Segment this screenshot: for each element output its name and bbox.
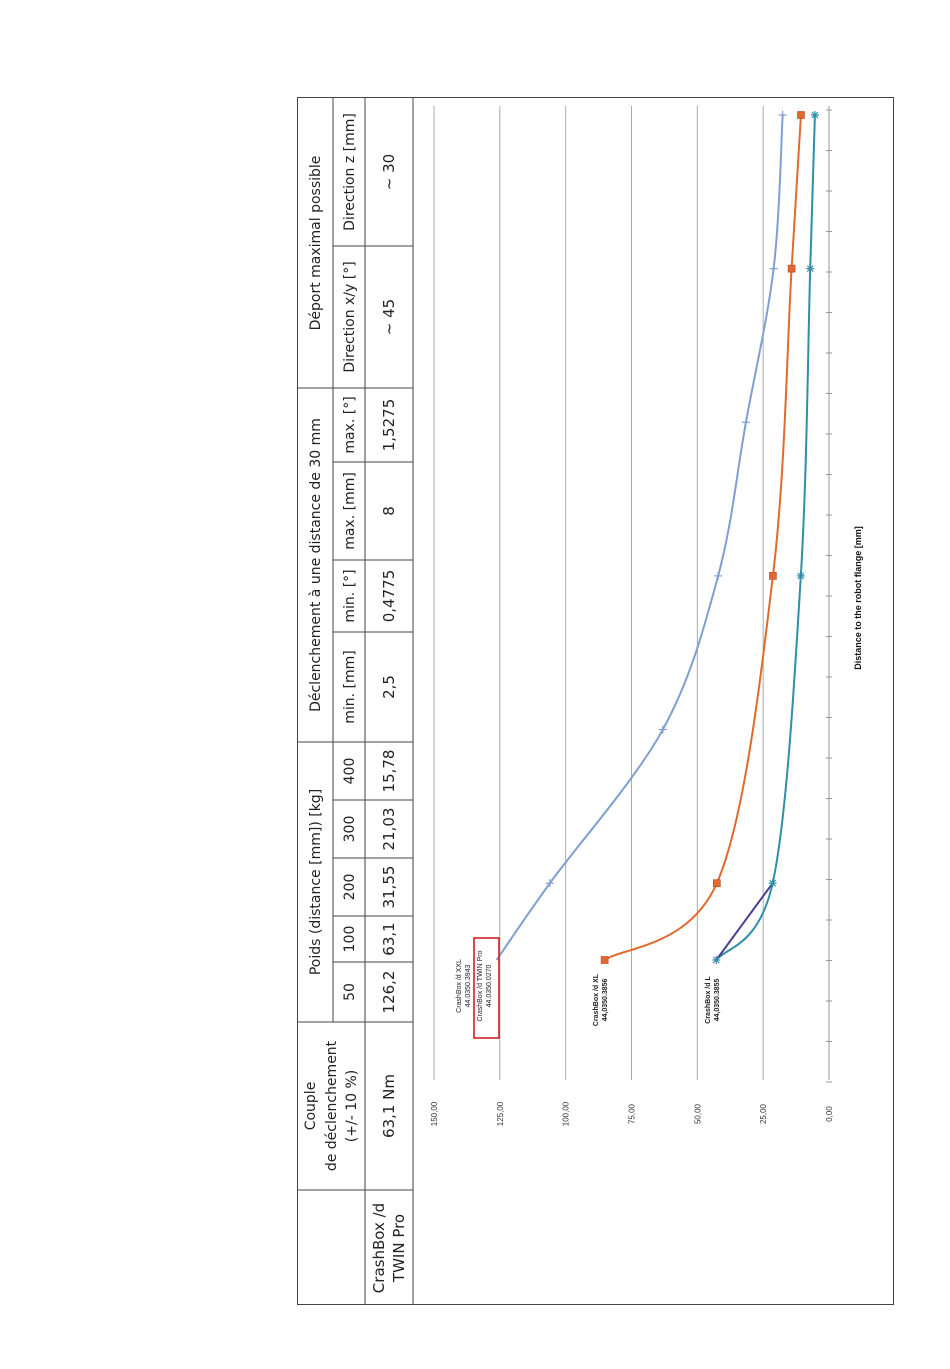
torque-header-line2: de déclenchement: [324, 1040, 340, 1171]
data-point: [712, 956, 721, 964]
trigger-col: min. [°]: [342, 569, 358, 622]
data-point: [600, 956, 609, 964]
series-line-0: [495, 114, 784, 961]
trigger-col: max. [°]: [342, 396, 358, 453]
force-distance-chart: 0,00 25,00 50,00 75,00 100,00 125,00 150,00 Dis…: [430, 106, 863, 1126]
weight-distance: 200: [342, 874, 358, 901]
offset-header: Déport maximal possible: [308, 156, 324, 331]
weight-distance: 50: [342, 983, 358, 1001]
trigger-value: 2,5: [380, 675, 398, 699]
data-point: [769, 264, 778, 273]
product-line2: TWIN Pro: [390, 1214, 408, 1283]
data-point: [796, 571, 805, 580]
trigger-col: max. [mm]: [342, 472, 358, 550]
twin-pro-highlight: [473, 937, 500, 1039]
offset-value: ~ 45: [380, 299, 398, 335]
marker-stroke: [811, 111, 819, 119]
offset-col: Direction z [mm]: [342, 113, 358, 231]
y-tick-label: 0,00: [825, 1106, 834, 1122]
torque-value: 63,1 Nm: [380, 1074, 398, 1138]
weight-value: 63,1: [380, 922, 398, 955]
trigger-value: 0,4775: [380, 570, 398, 623]
data-point: [810, 111, 819, 119]
document-frame: [297, 97, 894, 1305]
weight-value: 15,78: [380, 750, 398, 793]
trigger-header: Déclenchement à une distance de 30 mm: [308, 418, 324, 712]
offset-value: ~ 30: [380, 154, 398, 190]
data-point: [658, 725, 667, 734]
x-axis-label: Distance to the robot flange [mm]: [853, 526, 863, 670]
marker-stroke: [712, 956, 720, 964]
data-point: [787, 264, 796, 273]
y-tick-label: 125,00: [496, 1101, 505, 1126]
data-point: [806, 264, 815, 273]
product-line1: CrashBox /d: [370, 1203, 388, 1293]
weight-distance: 400: [342, 758, 358, 785]
series-line-start: [715, 882, 774, 961]
data-point: [714, 571, 723, 580]
series-label-xxl: CrashBox /d XXL: [456, 959, 463, 1013]
series-label-xl: CrashBox /d XL: [593, 973, 600, 1026]
series-label-twin-pro: CrashBox /d TWIN Pro: [477, 950, 484, 1021]
series-label-xxl: 44.0350.3943: [465, 964, 472, 1007]
data-point: [778, 111, 787, 119]
trigger-col: min. [mm]: [342, 650, 358, 724]
y-tick-label: 75,00: [628, 1103, 637, 1124]
weight-header: Poids (distance [mm]) [kg]: [308, 789, 324, 975]
trigger-value: 8: [380, 506, 398, 516]
marker-stroke: [797, 572, 805, 580]
weight-value: 126,2: [380, 971, 398, 1014]
series-label-twin-pro: 44.0350.0270: [486, 964, 493, 1007]
trigger-value: 1,5275: [380, 399, 398, 452]
marker-stroke: [806, 265, 814, 273]
weight-value: 21,03: [380, 808, 398, 851]
offset-col: Direction x/y [°]: [342, 261, 358, 372]
data-point: [741, 418, 750, 427]
series-line-2: [604, 114, 802, 961]
data-point: [713, 879, 721, 887]
data-point: [769, 572, 777, 580]
y-tick-label: 25,00: [759, 1103, 768, 1124]
weight-distance: 100: [342, 926, 358, 953]
torque-header-line1: Couple: [303, 1082, 319, 1131]
y-tick-label: 50,00: [693, 1103, 702, 1124]
series-label-xl: 44,0350.3856: [602, 978, 609, 1021]
weight-value: 31,55: [380, 866, 398, 909]
y-tick-label: 150,00: [430, 1101, 439, 1126]
marker-stroke: [769, 879, 777, 887]
data-point: [768, 879, 777, 888]
data-point: [797, 111, 805, 119]
weight-distance: 300: [342, 816, 358, 843]
y-tick-label: 100,00: [562, 1101, 571, 1126]
series-line-3: [715, 114, 816, 961]
series-label-l: CrashBox /d L: [705, 976, 712, 1024]
series-label-l: 44,0350.3855: [714, 978, 721, 1021]
data-point: [545, 879, 554, 888]
torque-header-line3: (+/- 10 %): [344, 1070, 360, 1142]
